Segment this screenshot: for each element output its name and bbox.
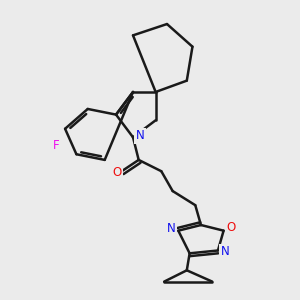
Text: N: N <box>220 245 230 258</box>
Text: N: N <box>167 222 176 235</box>
Text: N: N <box>136 129 145 142</box>
Text: O: O <box>226 221 235 234</box>
Text: O: O <box>113 166 122 179</box>
Text: F: F <box>53 139 60 152</box>
